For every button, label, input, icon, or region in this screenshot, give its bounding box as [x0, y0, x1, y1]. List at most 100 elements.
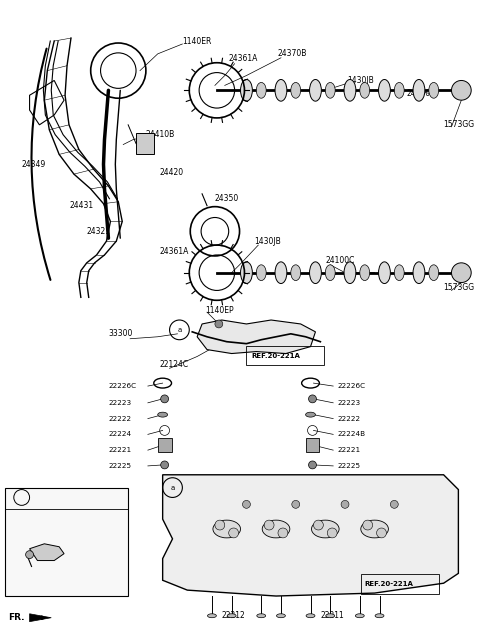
Circle shape: [215, 320, 223, 328]
Ellipse shape: [379, 80, 390, 101]
Text: 24349: 24349: [22, 160, 46, 169]
Ellipse shape: [207, 614, 216, 618]
Polygon shape: [197, 320, 315, 354]
Text: FR.: FR.: [8, 613, 24, 622]
Bar: [136, 133, 154, 155]
Ellipse shape: [310, 262, 322, 284]
Text: 24200A: 24200A: [406, 89, 435, 98]
Ellipse shape: [291, 82, 300, 98]
Ellipse shape: [375, 614, 384, 618]
Text: 24431: 24431: [69, 201, 93, 210]
Text: 24350: 24350: [215, 195, 239, 204]
Ellipse shape: [213, 520, 240, 538]
Polygon shape: [30, 544, 64, 560]
Text: 22223: 22223: [337, 400, 360, 406]
Ellipse shape: [291, 265, 300, 281]
Text: a: a: [170, 485, 175, 490]
Text: 24361A: 24361A: [160, 247, 189, 256]
Text: 22124C: 22124C: [160, 360, 189, 369]
Ellipse shape: [361, 520, 388, 538]
Circle shape: [161, 461, 168, 469]
Circle shape: [390, 500, 398, 508]
Ellipse shape: [257, 614, 265, 618]
Text: 24420: 24420: [160, 168, 184, 177]
Ellipse shape: [355, 614, 364, 618]
Bar: [5, 487, 128, 596]
Circle shape: [242, 500, 251, 508]
Polygon shape: [30, 614, 51, 621]
Text: 1573GG: 1573GG: [444, 283, 475, 292]
Ellipse shape: [379, 262, 390, 284]
Text: 24355: 24355: [44, 570, 68, 577]
Circle shape: [228, 528, 239, 538]
Text: 1430JB: 1430JB: [254, 237, 281, 246]
Text: REF.20-221A: REF.20-221A: [252, 352, 300, 358]
Text: 22221: 22221: [108, 447, 132, 453]
Text: 22211: 22211: [320, 611, 344, 620]
Circle shape: [327, 528, 337, 538]
Ellipse shape: [275, 262, 287, 284]
Text: 24361A: 24361A: [228, 55, 258, 64]
Text: 24321: 24321: [87, 227, 111, 236]
Text: 1573GG: 1573GG: [444, 120, 475, 129]
Ellipse shape: [276, 614, 286, 618]
Circle shape: [292, 500, 300, 508]
Text: 33300: 33300: [108, 329, 133, 338]
Ellipse shape: [158, 412, 168, 417]
Text: 22222: 22222: [337, 415, 360, 422]
Bar: [306, 438, 319, 452]
Ellipse shape: [240, 80, 252, 101]
Ellipse shape: [240, 262, 252, 284]
Ellipse shape: [429, 82, 439, 98]
Text: 24370B: 24370B: [278, 49, 307, 58]
Text: 22226C: 22226C: [108, 383, 137, 389]
Text: 22226C: 22226C: [337, 383, 365, 389]
Ellipse shape: [360, 265, 370, 281]
Circle shape: [452, 80, 471, 100]
Ellipse shape: [429, 265, 439, 281]
Text: 22225: 22225: [337, 463, 360, 469]
Ellipse shape: [325, 82, 335, 98]
Ellipse shape: [413, 262, 425, 284]
Text: 1140ER: 1140ER: [182, 37, 212, 46]
Ellipse shape: [256, 265, 266, 281]
Polygon shape: [163, 475, 458, 596]
Ellipse shape: [306, 614, 315, 618]
FancyArrowPatch shape: [35, 616, 45, 620]
Ellipse shape: [394, 82, 404, 98]
Text: 22212: 22212: [222, 611, 246, 620]
Circle shape: [161, 395, 168, 403]
Text: 22225: 22225: [108, 463, 132, 469]
Text: a: a: [177, 327, 181, 333]
Text: 1140EJ: 1140EJ: [37, 524, 63, 530]
Text: 1140EP: 1140EP: [205, 306, 234, 315]
Text: a: a: [20, 495, 24, 500]
Ellipse shape: [227, 614, 236, 618]
Ellipse shape: [360, 82, 370, 98]
Ellipse shape: [256, 82, 266, 98]
Circle shape: [215, 520, 225, 530]
Ellipse shape: [394, 265, 404, 281]
Circle shape: [25, 551, 34, 559]
Circle shape: [377, 528, 386, 538]
Circle shape: [313, 520, 324, 530]
Text: 22222: 22222: [108, 415, 132, 422]
Circle shape: [363, 520, 372, 530]
Text: 22221: 22221: [337, 447, 360, 453]
FancyArrowPatch shape: [32, 49, 50, 280]
Ellipse shape: [312, 520, 339, 538]
Ellipse shape: [275, 80, 287, 101]
Ellipse shape: [344, 262, 356, 284]
Text: 24410B: 24410B: [146, 130, 175, 139]
Text: 22224: 22224: [108, 431, 132, 437]
Ellipse shape: [262, 520, 290, 538]
Text: 24100C: 24100C: [325, 256, 355, 265]
Ellipse shape: [306, 412, 315, 417]
Circle shape: [309, 461, 316, 469]
Circle shape: [309, 395, 316, 403]
Text: 1430JB: 1430JB: [347, 76, 374, 85]
Bar: [158, 438, 171, 452]
Ellipse shape: [326, 614, 335, 618]
Ellipse shape: [413, 80, 425, 101]
Circle shape: [278, 528, 288, 538]
